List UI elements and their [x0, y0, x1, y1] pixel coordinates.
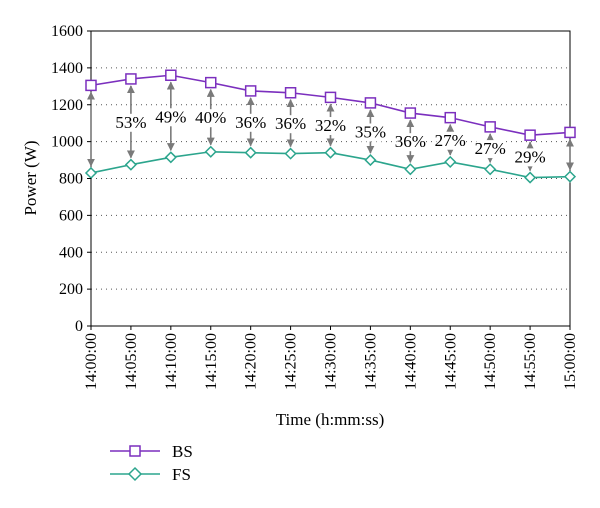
- percentage-bg-7: [356, 123, 385, 142]
- point-bs-8: [404, 107, 417, 119]
- y-tick-labels: 0 200 400 600 800 1000 1200 1400 1600: [51, 23, 91, 335]
- percentage-label-8: 36%: [395, 132, 426, 151]
- point-fs-4: [244, 146, 257, 159]
- x-tick-label-12: 15:00:00: [562, 333, 579, 390]
- point-fs-8: [404, 163, 417, 176]
- point-fs-1: [124, 158, 137, 171]
- percentage-bg-10: [476, 140, 504, 159]
- percentage-labels: 53% 49% 40% 36% 36% 32% 35% 36% 27% 27% 29%: [115, 107, 546, 167]
- y-tick-label-8: 1600: [51, 23, 83, 40]
- point-bs-1: [125, 73, 137, 85]
- y-tick-label-7: 1400: [51, 60, 83, 77]
- percentage-bg-2: [157, 108, 185, 127]
- difference-arrows: [87, 81, 574, 172]
- point-bs-10: [484, 121, 496, 133]
- x-tick-label-3: 14:15:00: [203, 333, 220, 390]
- x-tick-label-7: 14:35:00: [362, 333, 379, 390]
- series-lines: [84, 69, 577, 184]
- y-tick-label-3: 600: [59, 207, 83, 224]
- point-fs-0: [84, 166, 98, 180]
- percentage-label-3: 40%: [195, 108, 226, 127]
- point-bs-12: [564, 126, 576, 139]
- legend-fs-marker: [127, 466, 143, 482]
- point-fs-6: [324, 146, 337, 159]
- x-tick-label-4: 14:20:00: [243, 333, 260, 390]
- percentage-bg-5: [276, 115, 305, 134]
- percentage-label-6: 32%: [315, 116, 346, 135]
- y-tick-label-2: 400: [59, 244, 83, 261]
- y-tick-label-5: 1000: [51, 134, 83, 151]
- point-bs-11: [524, 129, 536, 141]
- point-bs-4: [244, 85, 257, 97]
- y-tick-label-0: 0: [75, 318, 83, 335]
- legend-item-fs: FS: [110, 465, 191, 484]
- legend-bs-marker: [129, 445, 141, 457]
- x-tick-label-1: 14:05:00: [123, 333, 140, 390]
- point-fs-3: [204, 145, 217, 158]
- point-bs-5: [284, 87, 297, 99]
- x-tick-label-8: 14:40:00: [402, 333, 419, 390]
- point-bs-0: [85, 79, 97, 92]
- percentage-label-10: 27%: [475, 139, 506, 158]
- y-tick-label-1: 200: [59, 281, 83, 298]
- percentage-label-11: 29%: [514, 147, 545, 166]
- x-tick-label-10: 14:50:00: [482, 333, 499, 390]
- point-fs-10: [484, 163, 497, 176]
- percentage-bg-6: [316, 117, 345, 136]
- point-fs-7: [364, 154, 377, 167]
- x-tick-label-11: 14:55:00: [522, 333, 539, 390]
- percentage-bg-8: [396, 133, 425, 152]
- point-fs-11: [524, 171, 537, 184]
- y-tick-label-4: 800: [59, 171, 83, 188]
- point-bs-6: [324, 91, 337, 104]
- legend-fs-label: FS: [172, 465, 191, 484]
- x-tick-label-9: 14:45:00: [442, 333, 459, 390]
- point-fs-9: [444, 155, 457, 168]
- percentage-bg-11: [516, 148, 544, 167]
- percentage-label-9: 27%: [435, 131, 466, 150]
- x-tick-label-2: 14:10:00: [163, 333, 180, 390]
- percentage-bg-3: [197, 109, 225, 128]
- point-fs-2: [164, 151, 177, 164]
- x-tick-label-0: 14:00:00: [83, 333, 100, 390]
- x-tick-labels: 14:00:00 14:05:00 14:10:00 14:15:00 14:20:00…: [83, 326, 579, 390]
- percentage-label-5: 36%: [275, 114, 306, 133]
- y-tick-label-6: 1200: [51, 97, 83, 114]
- y-axis-title: Power (W): [21, 140, 40, 215]
- percentage-label-7: 35%: [355, 122, 386, 141]
- percentage-label-2: 49%: [155, 107, 186, 126]
- percentage-bg-1: [117, 113, 145, 132]
- legend-item-bs: BS: [110, 442, 193, 461]
- percentage-bg-9: [436, 131, 464, 150]
- point-bs-9: [444, 111, 456, 124]
- x-tick-label-6: 14:30:00: [323, 333, 340, 390]
- x-tick-label-5: 14:25:00: [283, 333, 300, 390]
- legend-bs-label: BS: [172, 442, 193, 461]
- percentage-label-1: 53%: [115, 113, 146, 132]
- point-fs-12: [563, 170, 577, 183]
- point-bs-3: [205, 76, 217, 89]
- percentage-label-4: 36%: [235, 113, 266, 132]
- point-fs-5: [284, 147, 297, 160]
- point-bs-2: [165, 69, 177, 81]
- percentage-bg-4: [236, 113, 265, 132]
- point-bs-7: [364, 97, 377, 109]
- x-axis-title: Time (h:mm:ss): [276, 410, 384, 429]
- legend: BS FS: [110, 442, 193, 484]
